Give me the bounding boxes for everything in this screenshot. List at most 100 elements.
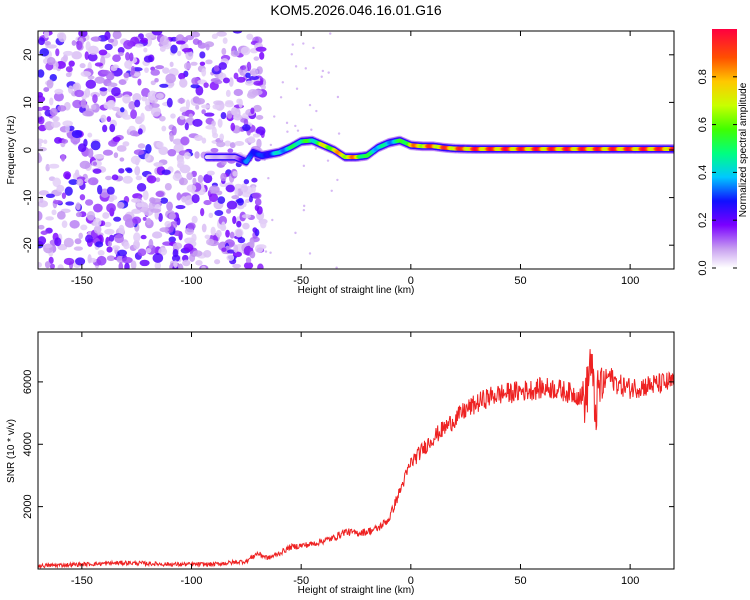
- noise-blob: [329, 32, 332, 35]
- noise-blob: [145, 143, 152, 154]
- noise-blob: [45, 193, 55, 198]
- noise-blob: [185, 50, 194, 61]
- noise-blob: [132, 208, 139, 214]
- noise-blob: [336, 95, 340, 99]
- noise-blob: [216, 141, 226, 148]
- noise-blob: [213, 100, 224, 106]
- noise-blob: [216, 31, 227, 37]
- noise-blob: [139, 259, 150, 267]
- noise-blob: [78, 232, 83, 240]
- noise-blob: [67, 85, 74, 94]
- noise-blob: [54, 88, 64, 95]
- noise-blob: [76, 178, 84, 186]
- noise-blob: [117, 249, 128, 257]
- noise-blob: [110, 65, 118, 72]
- spectrogram-ytick-label: 10: [22, 96, 34, 108]
- noise-blob: [230, 122, 236, 132]
- spectrogram-ytick-label: -20: [22, 237, 34, 253]
- colorbar-tick-label: 0.4: [697, 165, 709, 180]
- noise-blob: [134, 99, 141, 108]
- noise-blob: [155, 92, 164, 100]
- noise-blob: [259, 51, 265, 60]
- noise-blob: [87, 132, 93, 138]
- noise-blob: [255, 126, 266, 136]
- spectrogram-xtick-label: -100: [181, 275, 203, 287]
- noise-blob: [129, 130, 139, 137]
- noise-blob: [190, 61, 198, 66]
- noise-blob: [116, 145, 127, 152]
- noise-blob: [57, 105, 67, 112]
- noise-blob: [246, 33, 254, 40]
- noise-blob: [241, 214, 252, 219]
- noise-blob: [52, 199, 63, 205]
- noise-blob: [217, 118, 223, 128]
- noise-blob: [232, 170, 238, 177]
- noise-blob: [78, 31, 88, 38]
- colorbar-label: Normalized spectral amplitude: [738, 82, 749, 217]
- noise-blob: [144, 104, 153, 112]
- noise-blob: [166, 97, 173, 108]
- noise-blob: [245, 257, 252, 264]
- noise-blob: [175, 205, 186, 210]
- noise-blob: [118, 224, 125, 235]
- noise-blob: [254, 244, 264, 253]
- noise-blob: [269, 143, 273, 147]
- noise-blob: [226, 254, 235, 261]
- noise-blob: [203, 82, 209, 88]
- noise-blob: [182, 259, 191, 267]
- noise-blob: [242, 124, 251, 132]
- noise-blob: [290, 53, 293, 56]
- noise-blob: [65, 72, 72, 78]
- noise-blob: [255, 46, 267, 52]
- noise-blob: [150, 80, 156, 86]
- noise-blob: [229, 231, 235, 239]
- noise-blob: [49, 107, 58, 117]
- noise-blob: [143, 47, 148, 53]
- noise-blob: [188, 113, 194, 119]
- noise-blob: [124, 262, 130, 269]
- noise-blob: [232, 215, 237, 225]
- noise-blob: [38, 138, 44, 144]
- noise-blob: [106, 203, 116, 213]
- noise-blob: [220, 172, 227, 182]
- noise-blob: [161, 125, 167, 132]
- noise-blob: [194, 151, 200, 159]
- noise-blob: [133, 149, 145, 156]
- noise-blob: [102, 149, 114, 156]
- noise-blob: [177, 97, 186, 104]
- noise-blob: [159, 115, 166, 122]
- noise-blob: [285, 121, 289, 125]
- noise-blob: [201, 68, 207, 77]
- noise-blob: [106, 246, 113, 253]
- noise-blob: [143, 55, 153, 63]
- noise-blob: [253, 104, 262, 113]
- noise-blob: [123, 241, 130, 250]
- noise-blob: [232, 113, 243, 121]
- noise-blob: [203, 200, 212, 206]
- noise-blob: [75, 212, 83, 218]
- noise-blob: [176, 217, 181, 226]
- noise-blob: [294, 65, 298, 68]
- noise-blob: [75, 202, 81, 211]
- noise-blob: [179, 115, 186, 120]
- noise-blob: [199, 61, 206, 66]
- noise-blob: [82, 110, 94, 117]
- noise-blob: [155, 177, 161, 183]
- noise-blob: [245, 80, 254, 86]
- noise-blob: [184, 122, 189, 131]
- noise-blob: [180, 136, 190, 146]
- noise-blob: [294, 124, 297, 128]
- noise-blob: [48, 163, 60, 169]
- noise-blob: [169, 61, 174, 68]
- noise-blob: [181, 111, 191, 117]
- noise-blob: [61, 138, 69, 144]
- noise-blob: [44, 41, 51, 46]
- noise-blob: [87, 254, 92, 264]
- noise-blob: [43, 87, 50, 93]
- noise-blob: [199, 51, 206, 59]
- noise-blob: [302, 164, 306, 168]
- noise-blob: [128, 101, 136, 110]
- noise-blob: [232, 263, 242, 269]
- noise-blob: [122, 175, 133, 184]
- noise-blob: [247, 136, 256, 143]
